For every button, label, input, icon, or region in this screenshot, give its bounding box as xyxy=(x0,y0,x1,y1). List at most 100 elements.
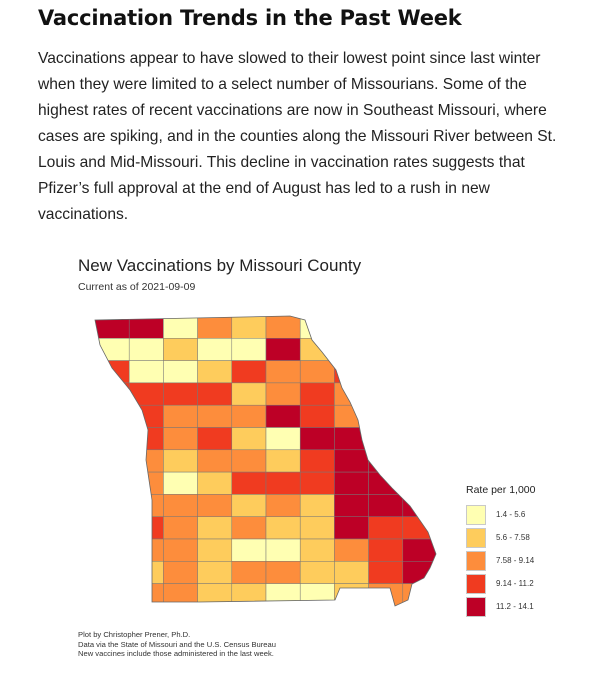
county xyxy=(299,382,335,406)
county xyxy=(265,338,301,361)
county xyxy=(231,382,267,406)
county xyxy=(231,471,267,495)
county xyxy=(197,427,233,451)
county xyxy=(299,471,335,495)
county xyxy=(197,561,233,584)
county xyxy=(402,494,436,517)
county xyxy=(128,583,164,606)
county xyxy=(334,404,369,428)
county xyxy=(197,449,233,473)
county xyxy=(368,516,404,540)
county xyxy=(265,404,301,428)
legend-label: 7.58 - 9.14 xyxy=(496,556,535,565)
county xyxy=(368,338,404,361)
legend-item: 7.58 - 9.14 xyxy=(466,549,576,572)
county xyxy=(299,360,335,384)
county xyxy=(368,538,404,562)
legend-label: 9.14 - 11.2 xyxy=(496,579,534,588)
legend-item: 5.6 - 7.58 xyxy=(466,526,576,549)
county xyxy=(163,494,198,517)
county xyxy=(334,427,369,451)
county xyxy=(231,427,267,451)
county xyxy=(265,561,301,584)
county xyxy=(334,583,369,606)
legend-label: 5.6 - 7.58 xyxy=(496,533,530,542)
map-legend: Rate per 1,000 1.4 - 5.6 5.6 - 7.58 7.58… xyxy=(466,484,576,618)
county xyxy=(163,561,198,584)
county xyxy=(163,360,198,384)
county xyxy=(231,338,267,361)
county xyxy=(163,516,198,540)
county xyxy=(334,382,369,406)
county xyxy=(368,494,404,517)
county xyxy=(95,382,130,406)
caption-line: Data via the State of Missouri and the U… xyxy=(78,639,276,649)
county xyxy=(402,471,436,495)
county xyxy=(265,382,301,406)
legend-item: 1.4 - 5.6 xyxy=(466,503,576,526)
county xyxy=(334,561,369,584)
legend-swatch xyxy=(466,527,486,548)
county xyxy=(163,382,198,406)
county xyxy=(402,404,436,428)
county xyxy=(197,583,233,606)
county xyxy=(231,494,267,517)
county xyxy=(368,404,404,428)
state-outline xyxy=(94,315,437,607)
county xyxy=(368,382,404,406)
county xyxy=(231,316,267,339)
county xyxy=(299,338,335,361)
county xyxy=(265,471,301,495)
legend-label: 11.2 - 14.1 xyxy=(496,602,534,611)
county xyxy=(265,427,301,451)
county xyxy=(265,516,301,540)
county xyxy=(163,538,198,562)
county xyxy=(368,583,404,606)
county xyxy=(368,316,404,339)
county xyxy=(334,338,369,361)
county xyxy=(334,538,369,562)
county xyxy=(231,516,267,540)
county xyxy=(95,449,130,473)
county xyxy=(299,494,335,517)
county xyxy=(95,538,130,562)
county xyxy=(197,471,233,495)
county xyxy=(402,583,436,606)
county xyxy=(197,538,233,562)
map-caption: Plot by Christopher Prener, Ph.D. Data v… xyxy=(78,630,276,659)
county xyxy=(368,561,404,584)
county xyxy=(265,316,301,339)
county xyxy=(299,449,335,473)
county xyxy=(402,449,436,473)
county xyxy=(197,516,233,540)
county xyxy=(197,360,233,384)
county xyxy=(334,471,369,495)
legend-swatch xyxy=(466,504,486,525)
county xyxy=(299,404,335,428)
county xyxy=(334,316,369,339)
caption-line: New vaccines include those administered … xyxy=(78,649,274,658)
county xyxy=(299,583,335,606)
legend-item: 11.2 - 14.1 xyxy=(466,595,576,618)
county xyxy=(265,449,301,473)
county xyxy=(163,316,198,339)
legend-swatch xyxy=(466,596,486,617)
county xyxy=(299,538,335,562)
county xyxy=(368,471,404,495)
county xyxy=(95,427,130,451)
county xyxy=(128,561,164,584)
county xyxy=(128,427,164,451)
county xyxy=(163,338,198,361)
legend-title: Rate per 1,000 xyxy=(466,484,536,496)
county xyxy=(299,427,335,451)
county xyxy=(128,538,164,562)
county xyxy=(402,360,436,384)
county xyxy=(197,404,233,428)
county xyxy=(368,360,404,384)
county xyxy=(197,494,233,517)
county xyxy=(334,494,369,517)
county xyxy=(265,538,301,562)
county xyxy=(402,382,436,406)
county xyxy=(95,516,130,540)
county xyxy=(402,316,436,339)
